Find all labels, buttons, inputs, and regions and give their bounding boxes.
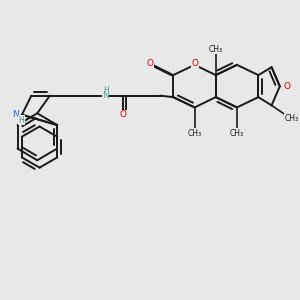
Text: O: O <box>146 59 153 68</box>
Text: CH₃: CH₃ <box>284 114 298 123</box>
Text: CH₃: CH₃ <box>209 45 223 54</box>
Text: H: H <box>103 86 109 95</box>
Text: CH₃: CH₃ <box>188 129 202 138</box>
Text: O: O <box>120 110 127 119</box>
Text: N: N <box>12 110 18 119</box>
Text: O: O <box>283 82 290 91</box>
Text: CH₃: CH₃ <box>230 129 244 138</box>
Text: O: O <box>191 59 198 68</box>
Text: N: N <box>102 91 109 100</box>
Text: H: H <box>19 116 24 124</box>
